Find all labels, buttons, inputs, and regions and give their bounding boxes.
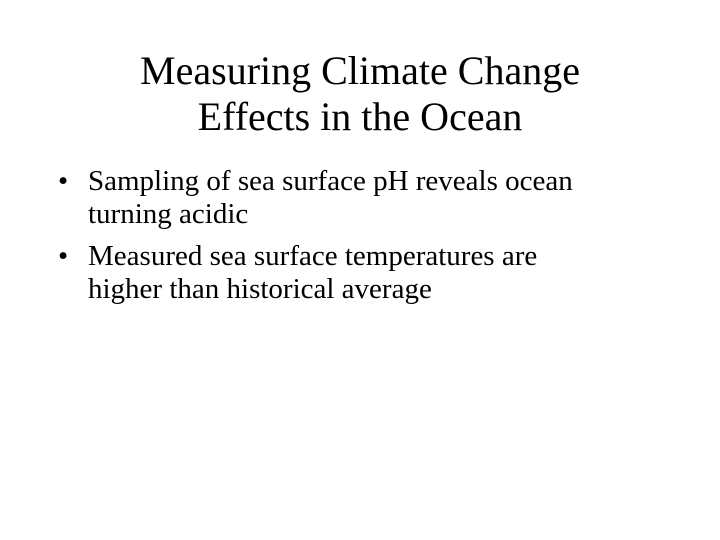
bullet-icon: • (58, 240, 69, 272)
slide-title: Measuring Climate Change Effects in the … (60, 48, 660, 140)
bullet-icon: • (58, 165, 69, 197)
slide-title-line-2: Effects in the Ocean (197, 94, 523, 139)
bullet-list: • Sampling of sea surface pH reveals oce… (58, 165, 678, 315)
bullet-text-line-2: turning acidic (88, 198, 249, 230)
bullet-item-ph-sampling: • Sampling of sea surface pH reveals oce… (58, 165, 678, 231)
bullet-text-line-2: higher than historical average (88, 273, 432, 305)
slide-title-line-1: Measuring Climate Change (140, 48, 580, 93)
bullet-item-sea-surface-temperatures: • Measured sea surface temperatures are … (58, 240, 678, 306)
bullet-text-line-1: Measured sea surface temperatures are (88, 240, 538, 272)
bullet-text-line-1: Sampling of sea surface pH reveals ocean (88, 165, 573, 197)
